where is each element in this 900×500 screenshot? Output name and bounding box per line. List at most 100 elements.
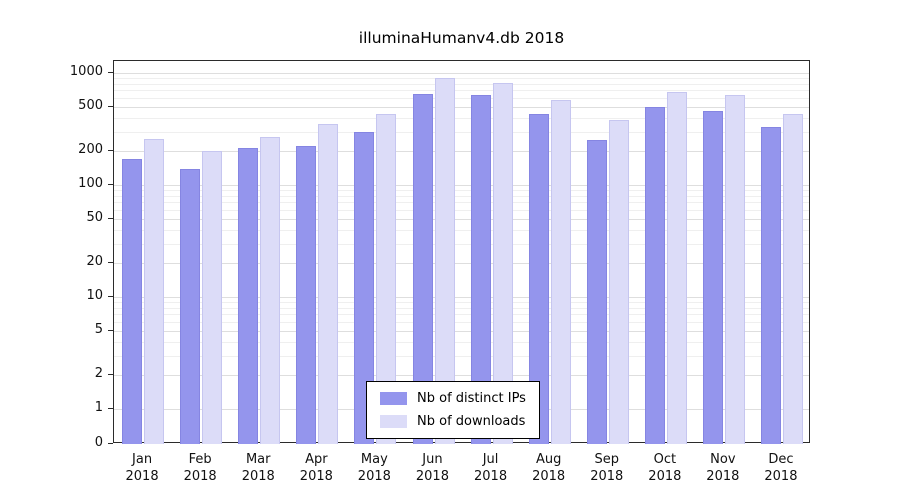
y-axis-tick-label: 0 xyxy=(94,435,103,450)
gridline xyxy=(114,117,809,119)
legend-swatch-distinct-ips xyxy=(380,392,407,405)
x-axis-year: 2018 xyxy=(125,469,159,484)
bar-nb-of-downloads-feb xyxy=(202,151,223,444)
x-axis-month: May xyxy=(360,452,388,467)
x-axis-month: Jun xyxy=(422,452,443,467)
bar-nb-of-distinct-ips-aug xyxy=(528,114,549,444)
y-axis-tick-mark xyxy=(108,262,113,264)
x-axis-month: Oct xyxy=(653,452,677,467)
chart-legend: Nb of distinct IPs Nb of downloads xyxy=(366,381,540,439)
y-axis-tick-mark xyxy=(108,329,113,331)
x-axis-year: 2018 xyxy=(241,469,275,484)
bar-nb-of-distinct-ips-oct xyxy=(644,106,665,444)
legend-item-downloads: Nb of downloads xyxy=(380,414,526,429)
y-axis-tick-mark xyxy=(108,296,113,297)
bar-nb-of-distinct-ips-nov xyxy=(702,110,723,444)
gridline xyxy=(114,307,809,309)
bar-nb-of-distinct-ips-jan xyxy=(122,159,142,444)
y-axis-tick-mark xyxy=(108,150,113,152)
bar-nb-of-distinct-ips-jun xyxy=(412,94,433,444)
bar-nb-of-downloads-dec xyxy=(783,114,803,444)
legend-swatch-downloads xyxy=(380,415,407,428)
x-axis-tick-label: Jun 2018 xyxy=(403,451,461,485)
gridline xyxy=(114,78,809,80)
legend-item-distinct-ips: Nb of distinct IPs xyxy=(380,391,526,406)
y-axis-tick-label: 10 xyxy=(86,288,103,303)
y-axis-tick-label: 2 xyxy=(94,366,103,382)
gridline xyxy=(114,218,809,220)
gridline xyxy=(114,83,809,85)
x-axis-month: Apr xyxy=(305,452,328,467)
x-axis-tick-label: Aug 2018 xyxy=(520,451,578,485)
y-axis-tick-label: 20 xyxy=(86,254,103,270)
x-axis-tick-label: Nov 2018 xyxy=(694,451,752,485)
x-axis-month: Nov xyxy=(710,452,736,467)
y-axis-tick-mark xyxy=(108,408,113,409)
bar-nb-of-distinct-ips-may xyxy=(354,131,375,444)
x-axis-year: 2018 xyxy=(648,469,682,484)
x-axis-tick-label: Mar 2018 xyxy=(229,451,287,485)
gridline xyxy=(114,302,809,304)
gridline xyxy=(114,321,809,323)
x-axis-month: Feb xyxy=(188,452,212,467)
bar-nb-of-downloads-mar xyxy=(260,136,281,444)
y-axis-tick-label: 1 xyxy=(94,400,103,415)
bar-nb-of-downloads-nov xyxy=(724,94,745,444)
gridline xyxy=(114,375,809,377)
x-axis-year: 2018 xyxy=(532,469,566,484)
x-axis-tick-label: May 2018 xyxy=(345,451,403,485)
gridline xyxy=(114,202,809,204)
bar-nb-of-downloads-aug xyxy=(550,99,571,444)
y-axis-tick-mark xyxy=(108,72,113,73)
x-axis-month: Mar xyxy=(245,452,271,467)
gridline xyxy=(114,73,809,74)
x-axis-tick-label: Oct 2018 xyxy=(636,451,694,485)
x-axis-year: 2018 xyxy=(706,469,740,484)
y-axis-tick-label: 200 xyxy=(78,142,103,158)
y-axis-tick-label: 100 xyxy=(78,176,103,191)
y-axis-tick-mark xyxy=(108,184,113,185)
gridline xyxy=(114,314,809,316)
bar-nb-of-distinct-ips-dec xyxy=(761,126,781,444)
y-axis-tick-mark xyxy=(108,443,113,444)
bar-nb-of-distinct-ips-mar xyxy=(238,147,259,444)
bar-nb-of-downloads-may xyxy=(376,114,397,444)
bar-nb-of-downloads-oct xyxy=(666,91,687,444)
gridline xyxy=(114,97,809,99)
bar-nb-of-downloads-jan xyxy=(144,138,164,444)
x-axis-year: 2018 xyxy=(764,469,798,484)
y-axis-tick-label: 5 xyxy=(94,321,103,337)
bar-nb-of-distinct-ips-feb xyxy=(180,168,201,444)
x-axis-year: 2018 xyxy=(183,469,217,484)
x-axis-tick-label: Jul 2018 xyxy=(462,451,520,485)
gridline xyxy=(114,195,809,197)
gridline xyxy=(114,106,809,108)
x-axis-month: Dec xyxy=(768,452,794,467)
x-axis-tick-label: Dec 2018 xyxy=(752,451,810,485)
chart-title: illuminaHumanv4.db 2018 xyxy=(358,29,565,47)
y-axis-tick-mark xyxy=(108,105,113,107)
legend-label-downloads: Nb of downloads xyxy=(417,414,526,429)
bar-nb-of-distinct-ips-jul xyxy=(470,94,491,444)
y-axis-tick-label: 1000 xyxy=(69,64,103,79)
gridline xyxy=(114,151,809,153)
gridline xyxy=(114,243,809,245)
x-axis-month: Jul xyxy=(482,452,499,467)
gridline xyxy=(114,190,809,192)
y-axis-tick-mark xyxy=(108,374,113,376)
gridline xyxy=(114,355,809,357)
x-axis-year: 2018 xyxy=(474,469,508,484)
x-axis-year: 2018 xyxy=(415,469,449,484)
y-axis-tick-label: 50 xyxy=(86,209,103,225)
y-axis-tick-label: 500 xyxy=(78,97,103,113)
plot-area: Nb of distinct IPs Nb of downloads xyxy=(113,60,810,444)
gridline xyxy=(114,263,809,265)
gridline xyxy=(114,297,809,298)
gridline xyxy=(114,90,809,92)
x-axis-tick-label: Sep 2018 xyxy=(578,451,636,485)
x-axis-year: 2018 xyxy=(357,469,391,484)
x-axis-month: Jan xyxy=(132,452,153,467)
x-axis-tick-label: Feb 2018 xyxy=(171,451,229,485)
gridline xyxy=(114,229,809,231)
